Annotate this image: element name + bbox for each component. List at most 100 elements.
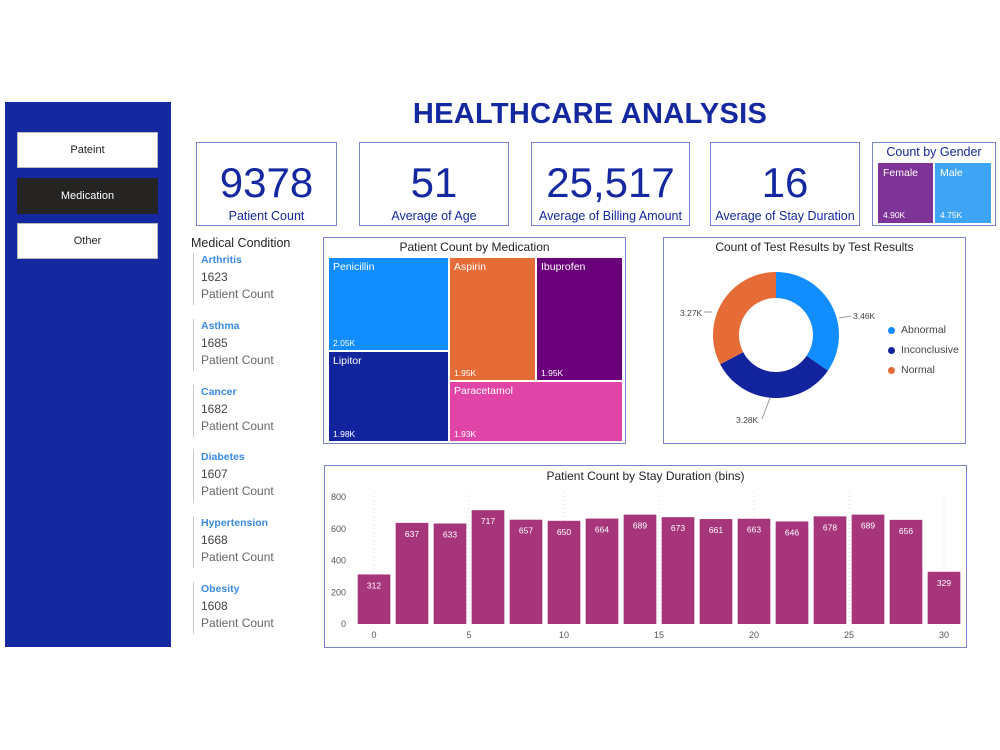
x-tick-label: 0 bbox=[371, 630, 376, 640]
y-tick-label: 800 bbox=[331, 492, 346, 502]
kpi-value: 9378 bbox=[219, 159, 314, 206]
x-tick-label: 25 bbox=[844, 630, 854, 640]
bar[interactable] bbox=[737, 518, 771, 624]
condition-value: 1608 bbox=[201, 599, 228, 613]
condition-name: Asthma bbox=[201, 320, 240, 332]
condition-card-asthma[interactable]: Asthma 1685 Patient Count bbox=[193, 319, 303, 371]
bar-data-label: 329 bbox=[937, 578, 951, 588]
condition-card-arthritis[interactable]: Arthritis 1623 Patient Count bbox=[193, 253, 303, 305]
legend-dot bbox=[888, 326, 895, 334]
bar[interactable] bbox=[395, 522, 429, 624]
condition-card-hypertension[interactable]: Hypertension 1668 Patient Count bbox=[193, 516, 303, 568]
bar[interactable] bbox=[851, 514, 885, 624]
gender-tile-name: Male bbox=[940, 167, 963, 179]
y-tick-label: 600 bbox=[331, 524, 346, 534]
condition-card-diabetes[interactable]: Diabetes 1607 Patient Count bbox=[193, 450, 303, 502]
nav-button-medication[interactable]: Medication bbox=[17, 178, 158, 214]
bar[interactable] bbox=[471, 510, 505, 624]
bar[interactable] bbox=[889, 519, 923, 624]
condition-label: Patient Count bbox=[201, 550, 274, 564]
bar-chart-title: Patient Count by Stay Duration (bins) bbox=[546, 469, 745, 483]
bar-data-label: 633 bbox=[443, 530, 457, 540]
tile-value: 1.95K bbox=[541, 368, 564, 378]
condition-name: Arthritis bbox=[201, 254, 242, 266]
kpi-label: Average of Stay Duration bbox=[715, 209, 855, 223]
x-tick-label: 5 bbox=[466, 630, 471, 640]
gender-tile-name: Female bbox=[883, 167, 919, 179]
condition-label: Patient Count bbox=[201, 353, 274, 367]
condition-value: 1682 bbox=[201, 402, 228, 416]
y-tick-label: 200 bbox=[331, 587, 346, 597]
bar-data-label: 650 bbox=[557, 527, 571, 537]
treemap-tile-paracetamol[interactable]: Paracetamol 1.93K bbox=[449, 381, 623, 442]
bar-data-label: 689 bbox=[861, 521, 875, 531]
bar-data-label: 656 bbox=[899, 526, 913, 536]
bar-data-label: 637 bbox=[405, 529, 419, 539]
nav-button-other[interactable]: Other bbox=[17, 223, 158, 259]
bar[interactable] bbox=[623, 514, 657, 624]
gender-tile-male[interactable]: Male 4.75K bbox=[935, 163, 991, 223]
gender-card-title: Count by Gender bbox=[886, 145, 982, 159]
bar-data-label: 646 bbox=[785, 527, 799, 537]
legend-item-inconclusive[interactable]: Inconclusive bbox=[888, 344, 959, 356]
legend-label: Abnormal bbox=[901, 324, 946, 336]
bar-data-label: 312 bbox=[367, 580, 381, 590]
bar[interactable] bbox=[357, 574, 391, 624]
bar[interactable] bbox=[927, 571, 961, 624]
bar[interactable] bbox=[547, 520, 581, 624]
condition-value: 1668 bbox=[201, 533, 228, 547]
bar[interactable] bbox=[585, 518, 619, 624]
x-tick-label: 20 bbox=[749, 630, 759, 640]
condition-label: Patient Count bbox=[201, 287, 274, 301]
kpi-card-average-age: 51 Average of Age bbox=[359, 142, 509, 226]
kpi-card-patient-count: 9378 Patient Count bbox=[196, 142, 337, 226]
legend-dot bbox=[888, 346, 895, 354]
tile-value: 1.95K bbox=[454, 368, 477, 378]
gender-tile-female[interactable]: Female 4.90K bbox=[878, 163, 933, 223]
legend-label: Normal bbox=[901, 364, 935, 376]
treemap-tile-ibuprofen[interactable]: Ibuprofen 1.95K bbox=[536, 257, 623, 381]
condition-name: Hypertension bbox=[201, 517, 269, 529]
x-tick-label: 15 bbox=[654, 630, 664, 640]
kpi-label: Average of Billing Amount bbox=[539, 209, 682, 223]
sidebar: Pateint Medication Other bbox=[5, 102, 171, 647]
condition-card-obesity[interactable]: Obesity 1608 Patient Count bbox=[193, 582, 303, 634]
kpi-value: 25,517 bbox=[546, 159, 675, 206]
bar-data-label: 661 bbox=[709, 525, 723, 535]
condition-label: Patient Count bbox=[201, 419, 274, 433]
condition-card-cancer[interactable]: Cancer 1682 Patient Count bbox=[193, 385, 303, 437]
y-tick-label: 400 bbox=[331, 556, 346, 566]
condition-name: Obesity bbox=[201, 583, 240, 595]
x-tick-label: 10 bbox=[559, 630, 569, 640]
bar-data-label: 663 bbox=[747, 525, 761, 535]
gender-tile-value: 4.75K bbox=[940, 210, 963, 220]
bar[interactable] bbox=[509, 519, 543, 624]
condition-name: Cancer bbox=[201, 386, 237, 398]
tile-name: Ibuprofen bbox=[541, 261, 586, 273]
legend-label: Inconclusive bbox=[901, 344, 959, 356]
bar-data-label: 657 bbox=[519, 526, 533, 536]
bar[interactable] bbox=[699, 519, 733, 624]
treemap-tile-aspirin[interactable]: Aspirin 1.95K bbox=[449, 257, 536, 381]
condition-label: Patient Count bbox=[201, 484, 274, 498]
bar[interactable] bbox=[813, 516, 847, 624]
bar[interactable] bbox=[775, 521, 809, 624]
bar[interactable] bbox=[433, 523, 467, 624]
treemap-tile-lipitor[interactable]: Lipitor 1.98K bbox=[328, 351, 449, 442]
kpi-label: Average of Age bbox=[391, 209, 477, 223]
condition-label: Patient Count bbox=[201, 616, 274, 630]
nav-button-patient[interactable]: Pateint bbox=[17, 132, 158, 168]
donut-label-normal: 3.27K bbox=[680, 308, 703, 318]
tile-value: 1.98K bbox=[333, 429, 356, 439]
condition-value: 1623 bbox=[201, 270, 228, 284]
legend-item-abnormal[interactable]: Abnormal bbox=[888, 324, 946, 336]
bar[interactable] bbox=[661, 517, 695, 624]
gender-card: Count by Gender Female 4.90K Male 4.75K bbox=[872, 142, 996, 226]
bar-data-label: 664 bbox=[595, 525, 609, 535]
treemap-tile-penicillin[interactable]: Penicillin 2.05K bbox=[328, 257, 449, 351]
legend-item-normal[interactable]: Normal bbox=[888, 364, 935, 376]
kpi-card-stay-duration: 16 Average of Stay Duration bbox=[710, 142, 860, 226]
page-title: HEALTHCARE ANALYSIS bbox=[412, 98, 768, 130]
x-tick-label: 30 bbox=[939, 630, 949, 640]
